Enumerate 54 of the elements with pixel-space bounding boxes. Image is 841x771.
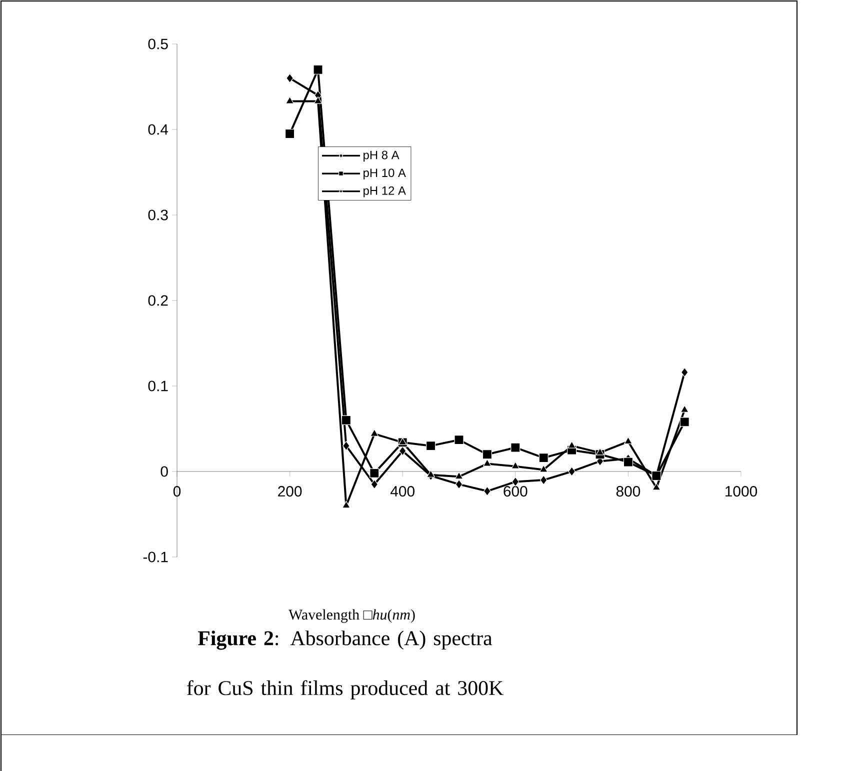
y-tick-label: 0	[160, 466, 168, 477]
point	[313, 64, 323, 74]
point	[539, 464, 548, 472]
point	[538, 453, 548, 463]
point	[455, 480, 463, 490]
point	[484, 486, 491, 496]
legend-label: pH 12 A	[364, 186, 406, 198]
y-tick-label: 0.5	[148, 38, 168, 50]
x-tick-label: 1000	[726, 486, 758, 497]
point	[426, 441, 436, 451]
point	[568, 466, 576, 476]
x-tick-label: 0	[173, 486, 181, 497]
point	[426, 470, 436, 478]
legend-label: pH 10 A	[364, 168, 406, 180]
point	[540, 475, 548, 485]
point	[342, 441, 350, 451]
x-tick-label: 200	[278, 486, 302, 497]
x-tick-label: 600	[504, 486, 528, 497]
y-tick-label: 0.1	[148, 380, 168, 392]
point	[680, 405, 689, 412]
point	[568, 441, 576, 448]
point	[482, 450, 492, 460]
point	[596, 448, 604, 456]
y-tick-label: -0.1	[143, 552, 168, 562]
y-tick-label: 0.3	[148, 210, 168, 220]
legend-label: pH 8 A	[364, 150, 400, 162]
point	[511, 462, 520, 469]
point	[286, 73, 294, 83]
point	[483, 458, 492, 466]
point	[623, 457, 634, 467]
x-axis-title: Wavelength □hu(nm)	[288, 609, 415, 623]
y-tick-label: 0.2	[148, 295, 168, 306]
point	[512, 476, 520, 487]
x-tick-label: 800	[616, 486, 640, 497]
point	[314, 96, 322, 104]
point	[286, 96, 294, 104]
point	[454, 472, 464, 480]
point	[624, 436, 632, 444]
point	[680, 417, 690, 427]
point	[680, 368, 688, 378]
point	[398, 446, 406, 456]
point	[454, 435, 464, 445]
point	[285, 128, 295, 139]
point	[342, 500, 350, 508]
point	[398, 438, 407, 445]
point	[370, 429, 379, 436]
x-tick-label: 400	[390, 486, 414, 497]
chart-title: Figure 2: Absorbance (A) spectra for CuS thin films produced at 300K	[187, 630, 504, 700]
point	[652, 482, 661, 490]
point	[341, 415, 352, 425]
point	[510, 442, 520, 452]
point	[370, 468, 380, 478]
point	[370, 480, 378, 490]
y-tick-label: 0.4	[148, 124, 168, 135]
